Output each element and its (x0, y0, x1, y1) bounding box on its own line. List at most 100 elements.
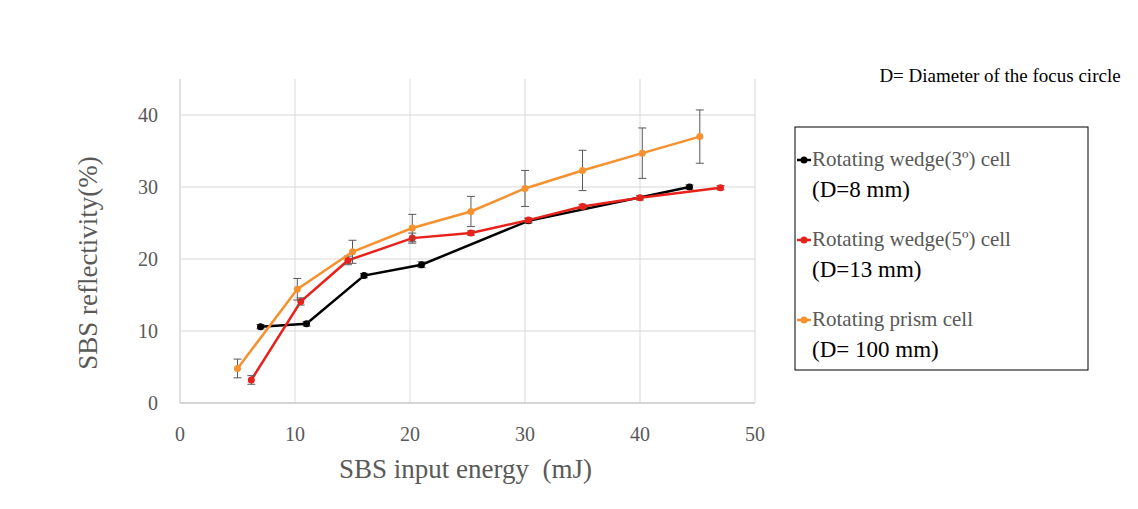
y-tick-label: 40 (138, 104, 158, 126)
x-tick-label: 0 (175, 423, 185, 445)
background (0, 0, 1138, 509)
data-point (418, 261, 425, 268)
series-line (261, 187, 690, 327)
data-point (349, 248, 356, 255)
data-point (248, 376, 255, 383)
data-point (717, 184, 724, 191)
series-line (238, 137, 700, 369)
x-tick-label: 40 (630, 423, 650, 445)
error-cap (234, 377, 242, 378)
data-point (257, 323, 264, 330)
legend-marker (801, 157, 808, 164)
error-cap (521, 170, 529, 171)
data-point (234, 365, 241, 372)
error-cap (408, 243, 416, 244)
error-bar (408, 214, 416, 241)
legend-label-line: Rotating prism cell (812, 307, 973, 331)
error-cap (467, 226, 475, 227)
x-grid-line (180, 79, 181, 403)
error-cap (247, 375, 255, 376)
legend-label: Rotating prism cell (D= 100 mm) (812, 307, 973, 362)
data-point (297, 298, 304, 305)
data-point (467, 208, 474, 215)
y-tick-label: 20 (138, 248, 158, 270)
error-cap (467, 196, 475, 197)
y-grid-line (180, 115, 755, 116)
error-cap (696, 109, 704, 110)
error-cap (234, 359, 242, 360)
error-cap (408, 241, 416, 242)
y-tick-label: 10 (138, 320, 158, 342)
data-point (525, 217, 532, 224)
legend-label-line: (D= 100 mm) (812, 337, 939, 362)
x-axis-title: SBS input energy (mJ) (339, 454, 592, 484)
error-bar (521, 170, 529, 206)
plot-area (234, 110, 725, 384)
data-point (639, 150, 646, 157)
data-point (361, 272, 368, 279)
legend-label: Rotating wedge(3º) cell (D=8 mm) (812, 147, 1011, 202)
data-point (409, 225, 416, 232)
data-point (522, 185, 529, 192)
x-tick-label: 20 (400, 423, 420, 445)
legend-marker (801, 237, 808, 244)
error-bar (349, 240, 357, 263)
error-cap (293, 278, 301, 279)
x-grid-line (295, 79, 296, 403)
y-axis-title: SBS reflectivity(%) (73, 156, 103, 370)
error-bar (234, 359, 242, 378)
annotation: D= Diameter of the focus circle (879, 65, 1120, 86)
error-bar (638, 128, 646, 178)
error-cap (293, 300, 301, 301)
x-tick-label: 50 (745, 423, 765, 445)
legend-label-line: Rotating wedge(5º) cell (812, 227, 1011, 251)
y-tick-label: 0 (148, 392, 158, 414)
error-bar (293, 278, 301, 300)
x-tick-label: 30 (515, 423, 535, 445)
data-point (579, 167, 586, 174)
y-grid-line (180, 259, 755, 260)
series-line (251, 188, 720, 380)
error-cap (408, 214, 416, 215)
error-cap (579, 150, 587, 151)
x-axis-line (180, 403, 755, 404)
legend-label-line: Rotating wedge(3º) cell (812, 147, 1011, 171)
x-grid-line (755, 79, 756, 403)
y-axis-line (180, 79, 181, 403)
data-point (525, 217, 532, 224)
error-bar (579, 150, 587, 190)
error-cap (638, 127, 646, 128)
y-grid-line (180, 187, 755, 188)
error-cap (579, 190, 587, 191)
y-grid-line (180, 403, 755, 404)
data-point (637, 194, 644, 201)
error-bar (467, 196, 475, 226)
data-point (303, 320, 310, 327)
y-tick-label: 30 (138, 176, 158, 198)
data-point (579, 203, 586, 210)
x-tick-label: 10 (285, 423, 305, 445)
legend-label-line: (D=13 mm) (812, 257, 921, 282)
data-point (696, 133, 703, 140)
x-grid-line (525, 79, 526, 403)
legend-label-line: (D=8 mm) (812, 177, 910, 202)
error-bar (696, 110, 704, 163)
error-cap (696, 163, 704, 164)
error-cap (638, 178, 646, 179)
data-point (686, 184, 693, 191)
error-cap (349, 240, 357, 241)
error-cap (521, 206, 529, 207)
grid (180, 79, 755, 403)
error-cap (247, 384, 255, 385)
error-bar (247, 376, 255, 385)
legend-box (795, 127, 1088, 370)
error-bar (297, 298, 305, 305)
chart: 0 10 20 30 40 50 0 10 20 30 40 SBS input energy (mJ… (0, 0, 1138, 509)
legend: Rotating wedge(3º) cell(D=8 mm)Rotating … (795, 127, 1088, 370)
data-point (294, 286, 301, 293)
error-cap (344, 264, 352, 265)
legend-label: Rotating wedge(5º) cell (D=13 mm) (812, 227, 1011, 282)
error-cap (349, 263, 357, 264)
legend-marker (801, 317, 808, 324)
error-bar (418, 262, 426, 268)
